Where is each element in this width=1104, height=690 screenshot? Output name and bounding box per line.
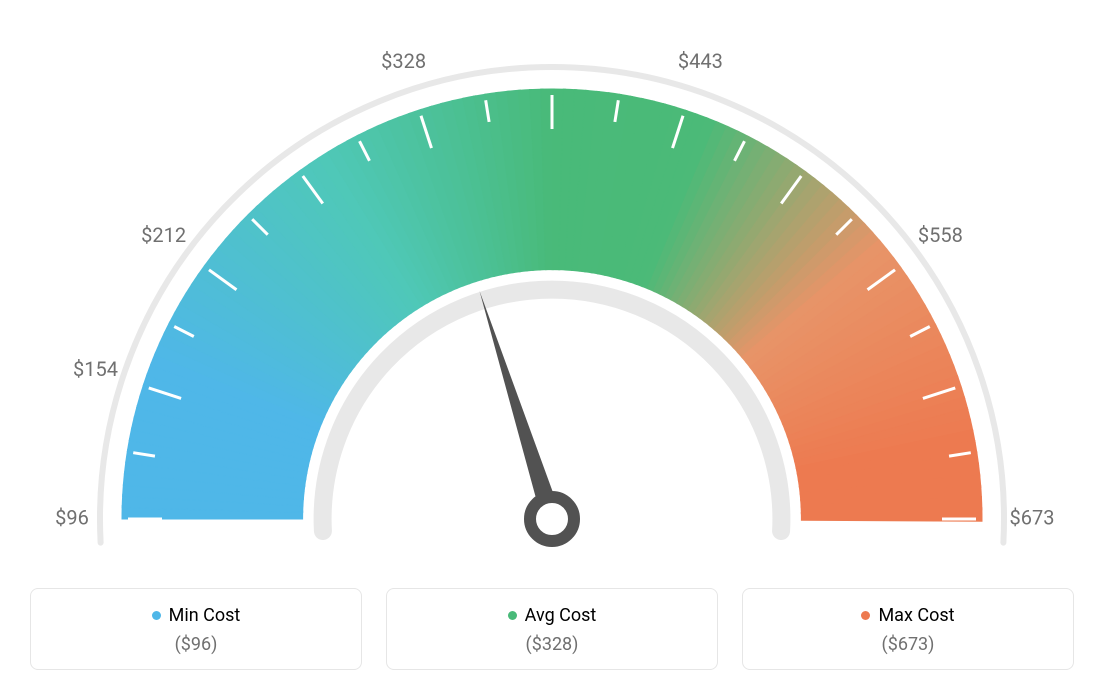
legend-avg-top: Avg Cost [397,605,707,626]
legend-max-label: Max Cost [878,605,954,626]
gauge-tick-label: $558 [918,223,963,247]
gauge-tick-label: $673 [1010,505,1055,529]
legend-row: Min Cost ($96) Avg Cost ($328) Max Cost … [30,588,1074,670]
legend-avg-value: ($328) [397,634,707,655]
legend-max-top: Max Cost [753,605,1063,626]
dot-max [861,611,870,620]
gauge-tick-label: $96 [55,505,89,529]
gauge-tick-label: $154 [73,357,118,381]
gauge-tick-label: $328 [381,49,426,73]
gauge-svg: $96 $154 $212 $328 $443 $558 $673 [30,29,1074,569]
legend-card-min: Min Cost ($96) [30,588,362,670]
legend-max-value: ($673) [753,634,1063,655]
dot-avg [508,611,517,620]
legend-avg-label: Avg Cost [525,605,597,626]
legend-min-label: Min Cost [169,605,241,626]
gauge-chart: $96 $154 $212 $328 $443 $558 $673 [30,20,1074,578]
dot-min [152,611,161,620]
gauge-tick-label: $212 [141,223,186,247]
legend-card-avg: Avg Cost ($328) [386,588,718,670]
legend-min-top: Min Cost [41,605,351,626]
gauge-tick-label: $443 [678,49,723,73]
legend-card-max: Max Cost ($673) [742,588,1074,670]
legend-min-value: ($96) [41,634,351,655]
